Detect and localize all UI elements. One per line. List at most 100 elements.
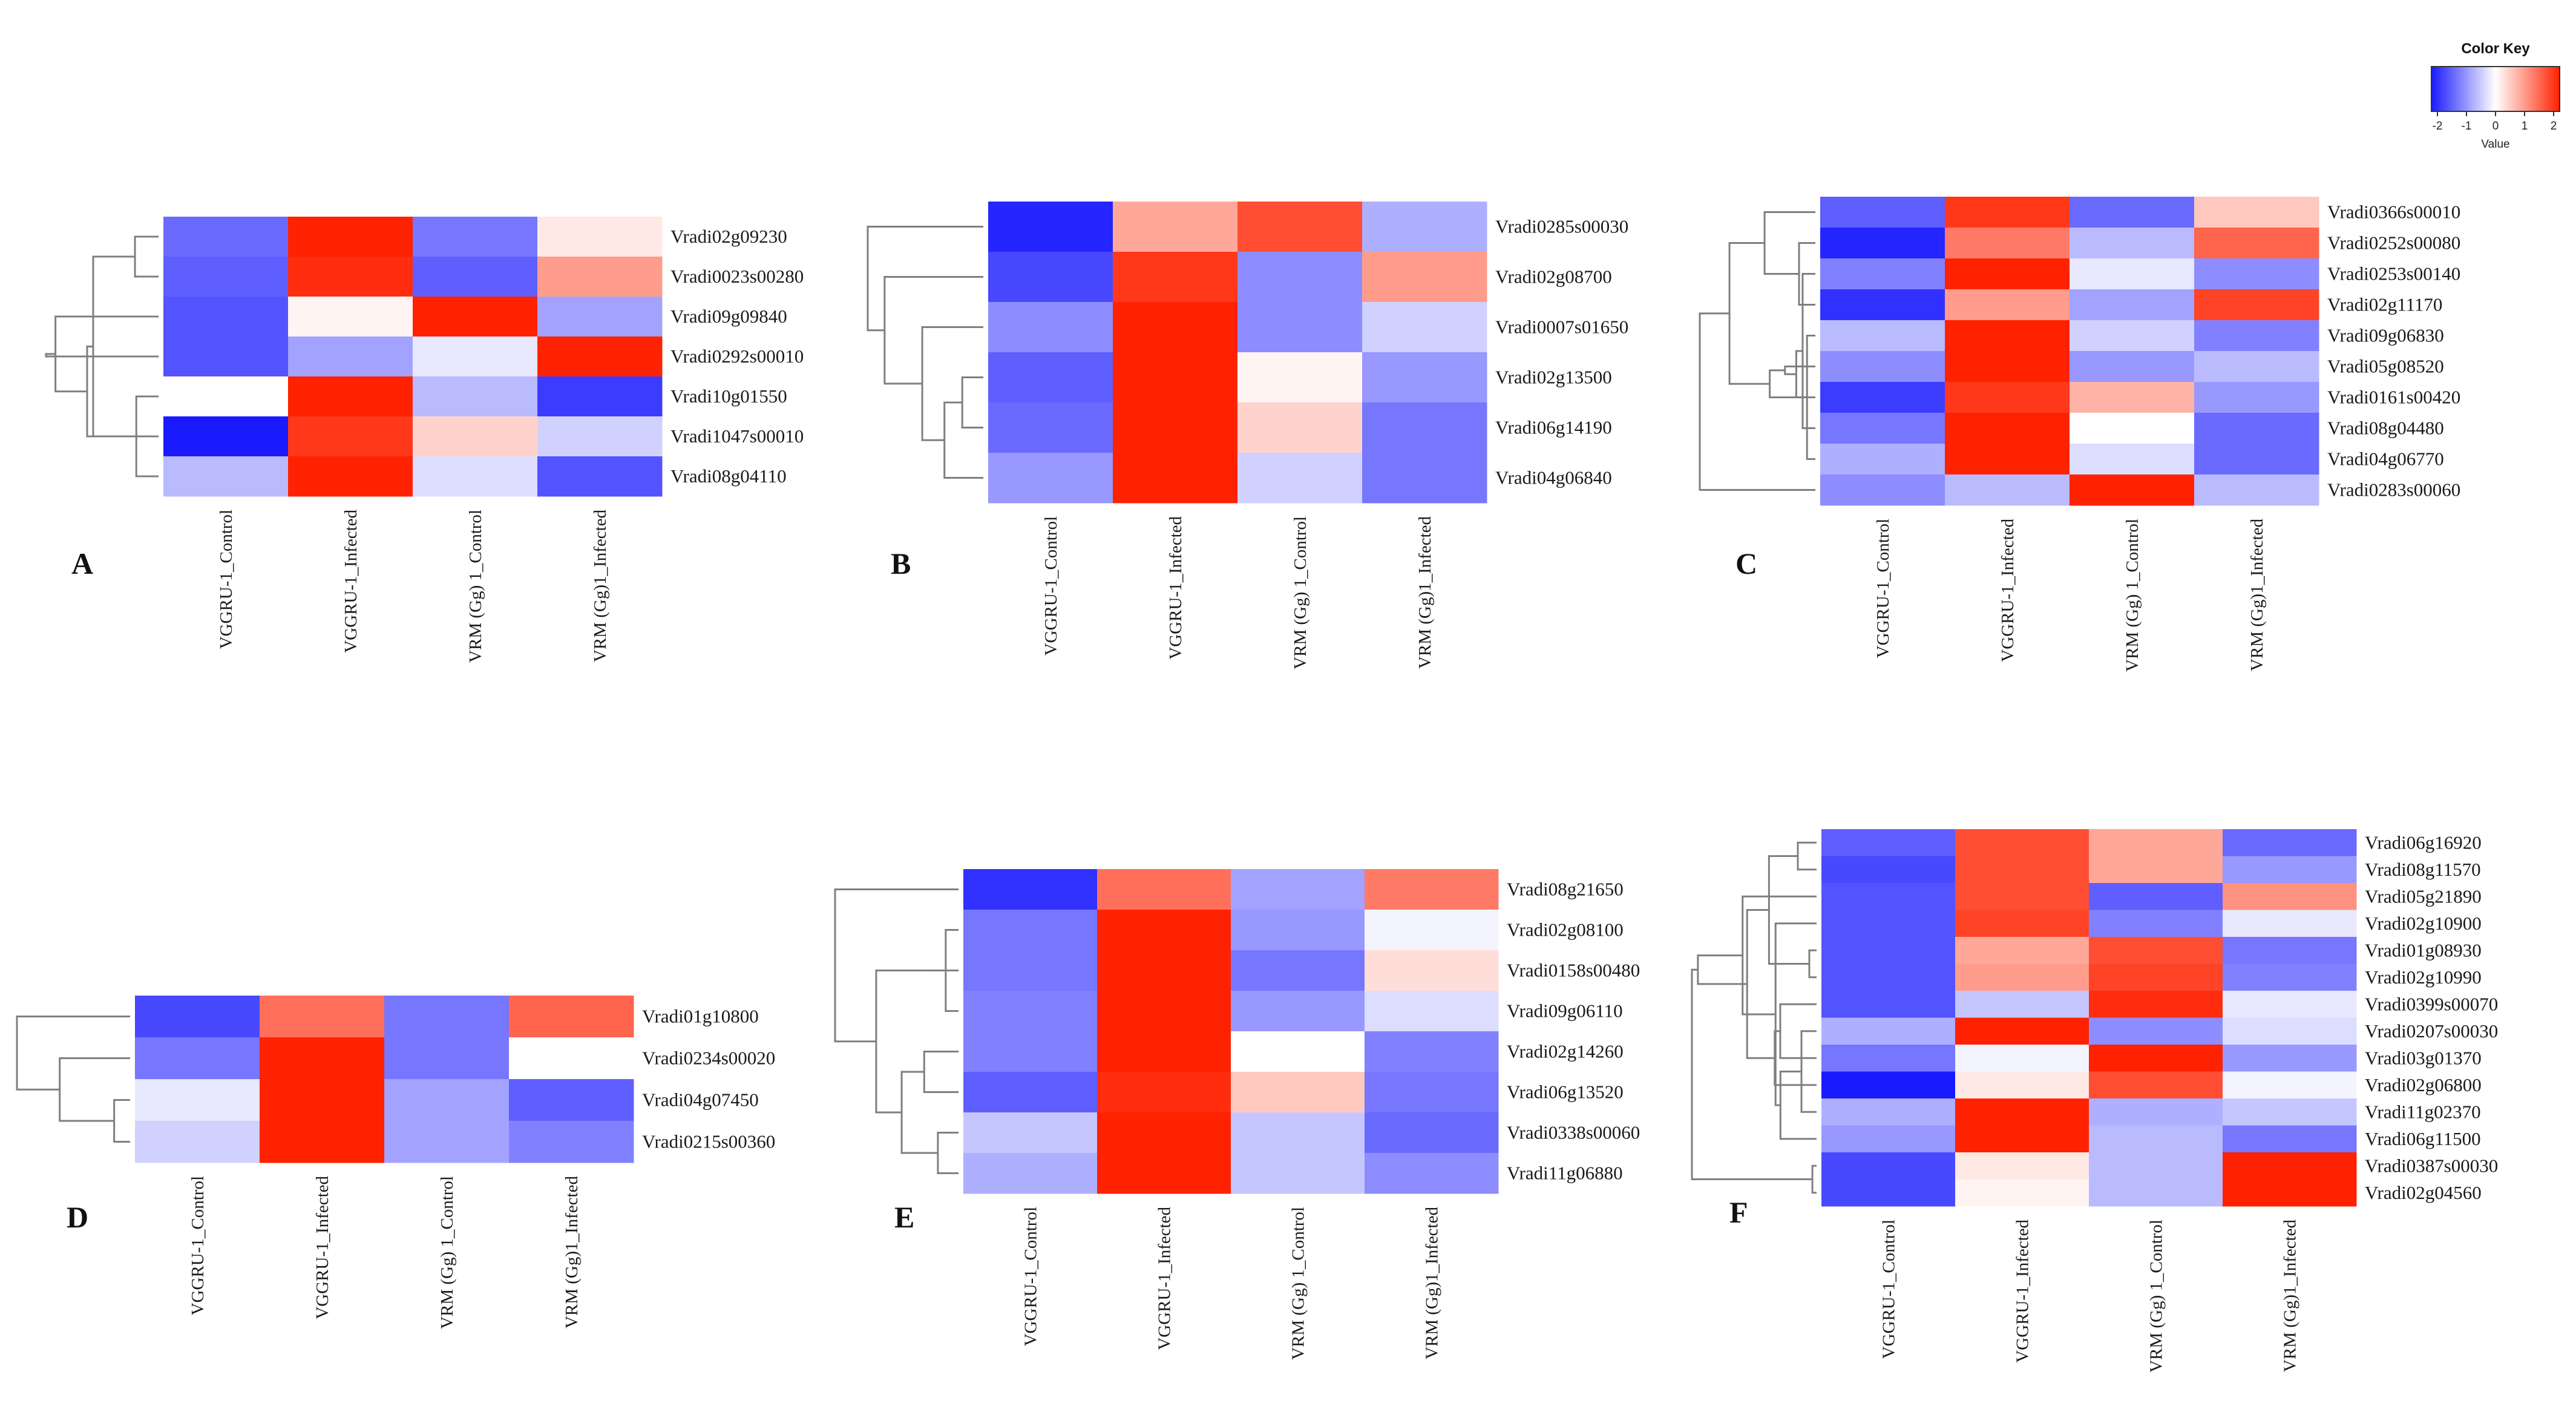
panel-letter: D: [67, 1200, 88, 1234]
heatmap-cell: [1821, 829, 1956, 856]
heatmap-cell: [163, 297, 289, 337]
dendrogram-branch: [943, 401, 983, 479]
heatmap-cell: [1113, 302, 1238, 353]
gene-label: Vradi05g08520: [2327, 356, 2444, 377]
heatmap-cell: [384, 996, 510, 1038]
heatmap-cell: [2194, 382, 2319, 413]
heatmap-cell: [1955, 1152, 2089, 1180]
heatmap-cell: [2223, 1179, 2357, 1207]
heatmap-cell: [2223, 991, 2357, 1018]
gene-label: Vradi0252s00080: [2327, 232, 2460, 254]
gene-label: Vradi0161s00420: [2327, 387, 2460, 408]
heatmap-cell: [963, 991, 1098, 1032]
heatmap-cell: [1365, 869, 1499, 910]
dendrogram-branch: [59, 1057, 130, 1122]
heatmap-cell: [2070, 197, 2195, 228]
heatmap-cell: [135, 1121, 260, 1163]
heatmap-cell: [1945, 228, 2070, 259]
sample-column-label: VRM (Gg) 1_Control: [438, 1176, 457, 1329]
heatmap-cell: [1820, 228, 1945, 259]
heatmap-cell: [963, 1072, 1098, 1113]
dendrogram-branch: [1798, 242, 1815, 306]
sample-column-label: VRM (Gg)1_Infected: [2247, 519, 2267, 672]
heatmap-cell: [1237, 453, 1363, 504]
heatmap-cell: [2089, 991, 2223, 1018]
heatmap-cell: [2070, 474, 2195, 506]
heatmap-cell: [2223, 1017, 2357, 1045]
dendrogram-branch: [16, 1016, 130, 1091]
gene-label: Vradi11g06880: [1507, 1163, 1623, 1184]
heatmap-cell: [2194, 258, 2319, 290]
color-key: Color Key -2 -1 0 1 2 Value: [2431, 41, 2560, 151]
heatmap-cell: [288, 257, 413, 297]
heatmap-cell: [135, 1037, 260, 1080]
color-key-tick-label: -2: [2433, 120, 2443, 133]
heatmap-cell: [1955, 883, 2089, 910]
dendrogram-branch: [875, 970, 925, 1114]
heatmap-panel-d: Vradi01g10800 Vradi0234s00020 Vradi04g0745…: [16, 996, 775, 1329]
heatmap-panel-c: Vradi0366s00010 Vradi0252s00080 Vradi0253s…: [1699, 197, 2460, 672]
heatmap-cell: [2194, 351, 2319, 382]
heatmap-cell: [1365, 1031, 1499, 1072]
panel-letter: B: [891, 547, 911, 580]
dendrogram-branch: [134, 235, 159, 278]
color-key-gradient: [2431, 66, 2560, 112]
sample-column-label: VRM (Gg) 1_Control: [2147, 1220, 2166, 1373]
dendrogram-branch: [961, 376, 983, 428]
gene-label: Vradi02g09230: [670, 226, 787, 247]
heatmap-cell: [1237, 252, 1363, 303]
heatmap-cell: [2070, 351, 2195, 382]
dendrogram-branch: [92, 255, 159, 438]
gene-label: Vradi06g13520: [1507, 1082, 1624, 1103]
heatmap-cell: [135, 996, 260, 1038]
heatmap-cell: [988, 202, 1113, 252]
heatmap-cell: [1113, 352, 1238, 403]
heatmap-cell: [1945, 382, 2070, 413]
heatmap-cell: [2089, 856, 2223, 884]
heatmap-cell: [2089, 1045, 2223, 1072]
gene-label: Vradi0023s00280: [670, 266, 804, 287]
heatmap-cell: [509, 1037, 634, 1080]
heatmap-cell: [988, 252, 1113, 303]
gene-label: Vradi0007s01650: [1495, 317, 1628, 338]
heatmap-cell: [1821, 1045, 1956, 1072]
sample-column-label: VGGRU-1_Infected: [1998, 519, 2017, 662]
gene-label: Vradi02g13500: [1495, 367, 1612, 388]
heatmap-cell: [1237, 352, 1363, 403]
heatmap-cell: [2070, 258, 2195, 290]
sample-column-label: VGGRU-1_Control: [217, 510, 236, 649]
heatmap-cell: [509, 996, 634, 1038]
heatmap-cell: [2194, 289, 2319, 321]
dendrogram-branch: [900, 1071, 938, 1154]
dendrogram-branch: [1742, 895, 1817, 1016]
gene-label: Vradi09g06830: [2327, 325, 2444, 346]
heatmap-cell: [1113, 252, 1238, 303]
heatmap-cell: [1097, 1031, 1231, 1072]
gene-label: Vradi04g06840: [1495, 467, 1612, 488]
color-key-title: Color Key: [2461, 41, 2530, 57]
panel-letter: F: [1729, 1195, 1748, 1229]
heatmap-cell: [1362, 202, 1487, 252]
gene-label: Vradi02g11170: [2327, 294, 2442, 315]
heatmap-cell: [2089, 1017, 2223, 1045]
heatmap-cell: [384, 1079, 510, 1121]
heatmap-cell: [260, 1079, 385, 1121]
dendrogram-branch: [1800, 1030, 1817, 1113]
gene-label: Vradi0234s00020: [642, 1048, 775, 1069]
heatmap-cell: [1820, 474, 1945, 506]
color-key-tick-label: 1: [2522, 120, 2528, 133]
sample-column-label: VRM (Gg)1_Infected: [2281, 1220, 2300, 1373]
heatmap-cell: [1955, 856, 2089, 884]
heatmap-cell: [1955, 1071, 2089, 1099]
heatmap-panel-a: Vradi02g09230 Vradi0023s00280 Vradi09g0984…: [45, 217, 804, 663]
gene-label: Vradi0285s00030: [1495, 216, 1628, 237]
dendrogram-branch: [1699, 312, 1815, 491]
gene-label: Vradi03g01370: [2365, 1047, 2482, 1068]
heatmap-panel-f: Vradi06g16920 Vradi08g11570 Vradi05g21890 V…: [1691, 829, 2498, 1373]
dendrogram-branch: [1808, 949, 1817, 979]
dendrogram-branch: [1811, 1164, 1817, 1194]
heatmap-cell: [1945, 444, 2070, 475]
heatmap-cell: [2089, 883, 2223, 910]
heatmap-cell: [1097, 1072, 1231, 1113]
